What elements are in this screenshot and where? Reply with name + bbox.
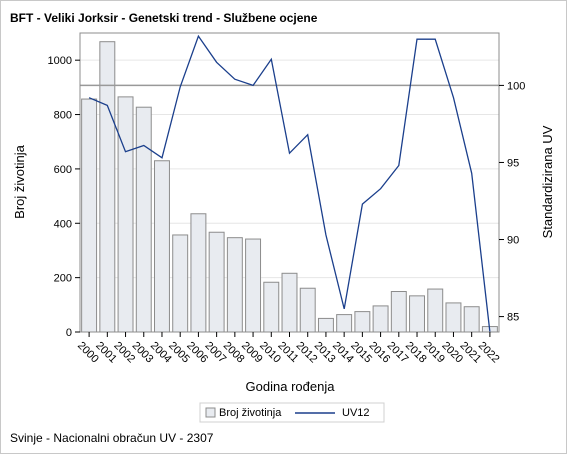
bar-2019 (427, 288, 444, 333)
legend-line-label: UV12 (342, 407, 370, 419)
y2-tick-label: 100 (507, 80, 525, 92)
uv12-line-layer (88, 34, 491, 333)
legend-bar-label: Broj životinja (219, 407, 282, 419)
bar-2020 (445, 302, 462, 333)
y-tick-label: 1000 (48, 55, 72, 67)
y2-tick-label: 95 (507, 157, 519, 169)
footnote: Svinje - Nacionalni obračun UV - 2307 (10, 431, 214, 445)
y-tick-label: 400 (54, 218, 72, 230)
bar-2015 (354, 311, 371, 333)
y-axis-left: 0 200 400 600 800 1000 (48, 55, 80, 339)
bar-2006 (190, 213, 207, 333)
bar-2002 (117, 96, 134, 333)
x-axis: 2000200120022003200420052006200720082009… (75, 332, 502, 365)
y-tick-label: 600 (54, 164, 72, 176)
bar-2017 (390, 290, 407, 333)
y-tick-label: 0 (66, 327, 72, 339)
bar-2003 (135, 106, 152, 333)
y2-tick-label: 90 (507, 235, 519, 247)
uv12-line (88, 34, 491, 333)
legend: Broj životinja UV12 (199, 402, 385, 423)
bar-2016 (372, 305, 389, 333)
bar-2005 (172, 234, 189, 333)
bar-2018 (409, 295, 425, 333)
y2-tick-label: 85 (507, 312, 519, 324)
bar-2004 (154, 160, 170, 333)
bar-2010 (263, 281, 280, 333)
y-tick-label: 200 (54, 273, 72, 285)
bar-2013 (317, 317, 334, 333)
bars-layer (81, 41, 498, 333)
bar-2000 (81, 98, 98, 333)
chart-title: BFT - Veliki Jorksir - Genetski trend - … (10, 11, 318, 25)
y-axis-right: 85 90 95 100 (499, 80, 525, 324)
legend-border (199, 402, 385, 423)
bar-2007 (208, 231, 225, 333)
bar-2014 (336, 314, 353, 333)
y-axis-label: Broj životinja (12, 144, 27, 218)
y-tick-label: 800 (54, 110, 72, 122)
bar-2011 (281, 272, 298, 333)
x-axis-label: Godina rođenja (246, 379, 336, 394)
legend-bar-swatch (205, 407, 216, 418)
y2-axis-label: Standardizirana UV (540, 125, 555, 238)
bar-2021 (463, 306, 480, 333)
bar-2008 (226, 237, 243, 333)
bar-2009 (245, 238, 262, 333)
bar-2012 (299, 287, 316, 333)
